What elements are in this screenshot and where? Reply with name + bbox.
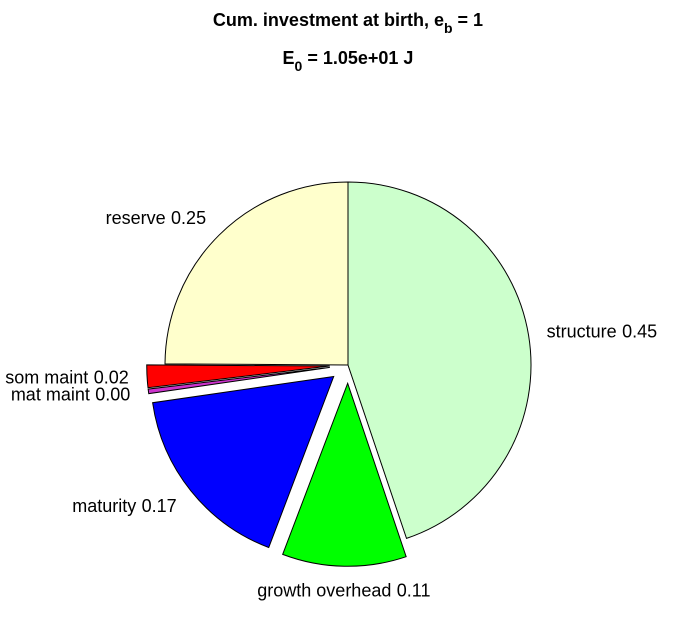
slice-name: structure (547, 321, 617, 341)
slice-name: growth overhead (257, 581, 391, 601)
pie-slice (347, 181, 532, 540)
pie: structure 0.45 growth overhead 0.11 maturity… (5, 181, 657, 601)
slice-label: reserve 0.25 (106, 208, 206, 228)
slice-value: 0.25 (171, 208, 206, 228)
slice-label: mat maint 0.00 (11, 385, 130, 405)
slice-name: som maint (5, 368, 88, 388)
subtitle-subscript: 0 (295, 58, 303, 74)
pie-slice (282, 381, 407, 567)
title-text: = 1 (453, 10, 484, 30)
pie-slice (164, 181, 349, 366)
slice-value: 0.00 (95, 385, 130, 405)
slice-label: growth overhead 0.11 (257, 581, 430, 601)
slice-value: 0.11 (397, 581, 431, 601)
slice-name: reserve (106, 208, 166, 228)
title-text: Cum. investment at birth, e (213, 10, 444, 30)
chart-title: Cum. investment at birth, eb = 1 (213, 10, 483, 36)
slice-label: maturity 0.17 (72, 496, 176, 516)
chart-subtitle: E0 = 1.05e+01 J (283, 48, 414, 74)
pie-slice (152, 375, 335, 549)
subtitle-text: E (283, 48, 295, 68)
title-subscript: b (444, 20, 453, 36)
pie-slice (146, 364, 330, 389)
pie-slice (147, 366, 330, 395)
slice-label: som maint 0.02 (5, 368, 128, 388)
slice-value: 0.17 (142, 496, 177, 516)
slice-name: mat maint (11, 385, 90, 405)
slice-value: 0.02 (94, 368, 129, 388)
slice-label: structure 0.45 (547, 321, 657, 341)
slice-value: 0.45 (622, 321, 657, 341)
subtitle-text: = 1.05e+01 J (302, 48, 413, 68)
slice-name: maturity (72, 496, 136, 516)
